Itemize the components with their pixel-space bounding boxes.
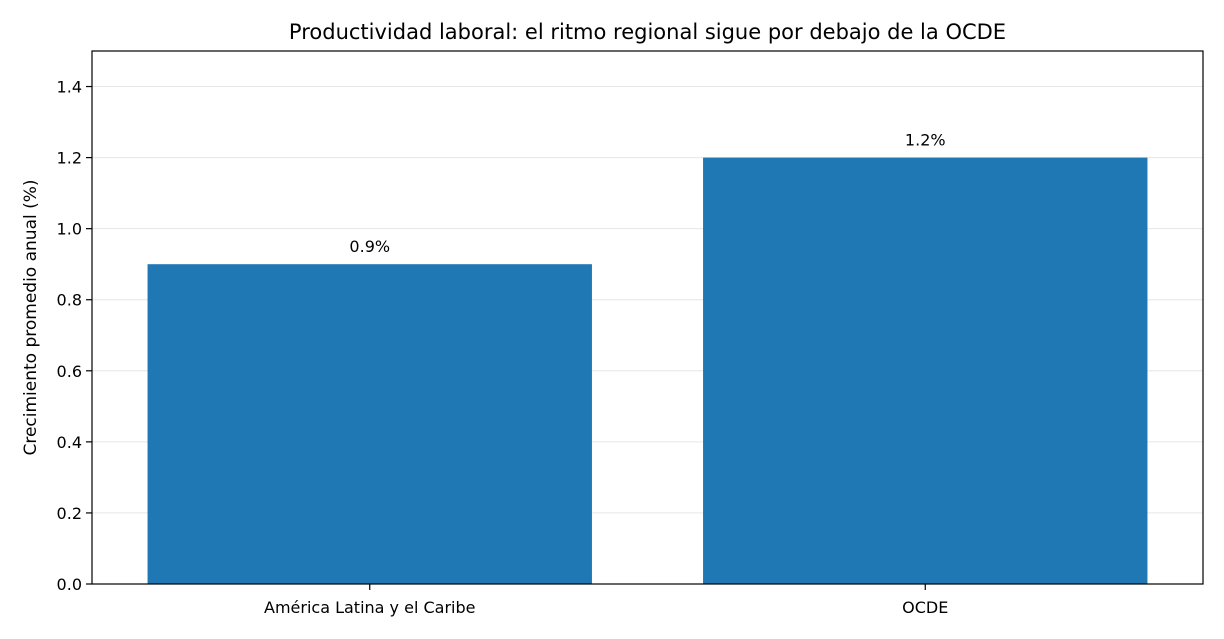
y-axis: 0.0 0.2 0.4 0.6 0.8 1.0 1.2 1.4: [57, 78, 92, 594]
data-label: 1.2%: [905, 131, 946, 150]
y-tick-label: 1.0: [57, 220, 82, 239]
y-tick-label: 1.4: [57, 78, 82, 97]
x-axis: América Latina y el Caribe OCDE: [264, 584, 948, 617]
bar: [147, 264, 592, 584]
y-tick-label: 0.0: [57, 575, 82, 594]
data-labels: 0.9% 1.2%: [349, 131, 945, 257]
y-tick-label: 0.6: [57, 362, 82, 381]
y-tick-label: 0.2: [57, 504, 82, 523]
y-axis-label: Crecimiento promedio anual (%): [21, 179, 41, 455]
data-label: 0.9%: [349, 237, 390, 256]
x-tick-label: OCDE: [902, 598, 948, 617]
chart-title: Productividad laboral: el ritmo regional…: [289, 20, 1006, 44]
y-tick-label: 0.8: [57, 291, 82, 310]
plot-frame: [91, 50, 1204, 585]
y-tick-label: 0.4: [57, 433, 82, 452]
x-tick-label: América Latina y el Caribe: [264, 598, 475, 617]
y-tick-label: 1.2: [57, 149, 82, 168]
bars: [147, 157, 1148, 584]
bar: [703, 157, 1148, 584]
